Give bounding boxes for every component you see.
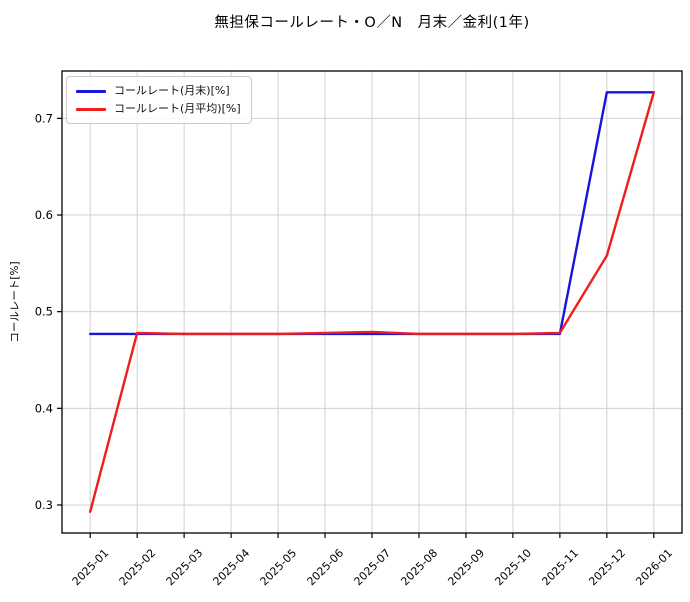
legend-label-month-end: コールレート(月末)[%] xyxy=(114,84,230,97)
y-axis-label: コールレート[%] xyxy=(9,261,21,342)
legend-item-month-average: コールレート(月平均)[%] xyxy=(76,102,241,116)
x-tick-label: 2025-10 xyxy=(492,547,534,589)
y-tick-label: 0.6 xyxy=(35,208,53,222)
x-tick-label: 2025-06 xyxy=(305,547,347,589)
x-tick-label: 2025-02 xyxy=(117,547,159,589)
legend-label-month-average: コールレート(月平均)[%] xyxy=(114,102,241,115)
x-tick-label: 2025-07 xyxy=(352,547,394,589)
chart-title: 無担保コールレート・O／N 月末／金利(1年) xyxy=(214,15,530,31)
x-tick-label: 2025-04 xyxy=(211,547,253,589)
legend-line-sample-month-end xyxy=(76,89,106,93)
x-tick-label: 2025-01 xyxy=(70,547,112,589)
legend-item-month-end: コールレート(月末)[%] xyxy=(76,84,241,98)
x-tick-label: 2025-12 xyxy=(586,547,628,589)
x-tick-label: 2025-09 xyxy=(445,547,487,589)
y-tick-label: 0.4 xyxy=(35,401,53,415)
legend-line-sample-month-average xyxy=(76,107,106,111)
y-tick-label: 0.5 xyxy=(35,305,53,319)
x-tick-label: 2025-08 xyxy=(398,547,440,589)
legend: コールレート(月末)[%] コールレート(月平均)[%] xyxy=(66,76,252,124)
y-tick-label: 0.3 xyxy=(35,498,53,512)
x-tick-label: 2026-01 xyxy=(633,547,675,589)
x-tick-label: 2025-05 xyxy=(258,547,300,589)
x-tick-label: 2025-11 xyxy=(539,547,581,589)
y-tick-label: 0.7 xyxy=(35,111,53,125)
series-line-month-average xyxy=(88,91,656,513)
x-tick-label: 2025-03 xyxy=(164,547,206,589)
